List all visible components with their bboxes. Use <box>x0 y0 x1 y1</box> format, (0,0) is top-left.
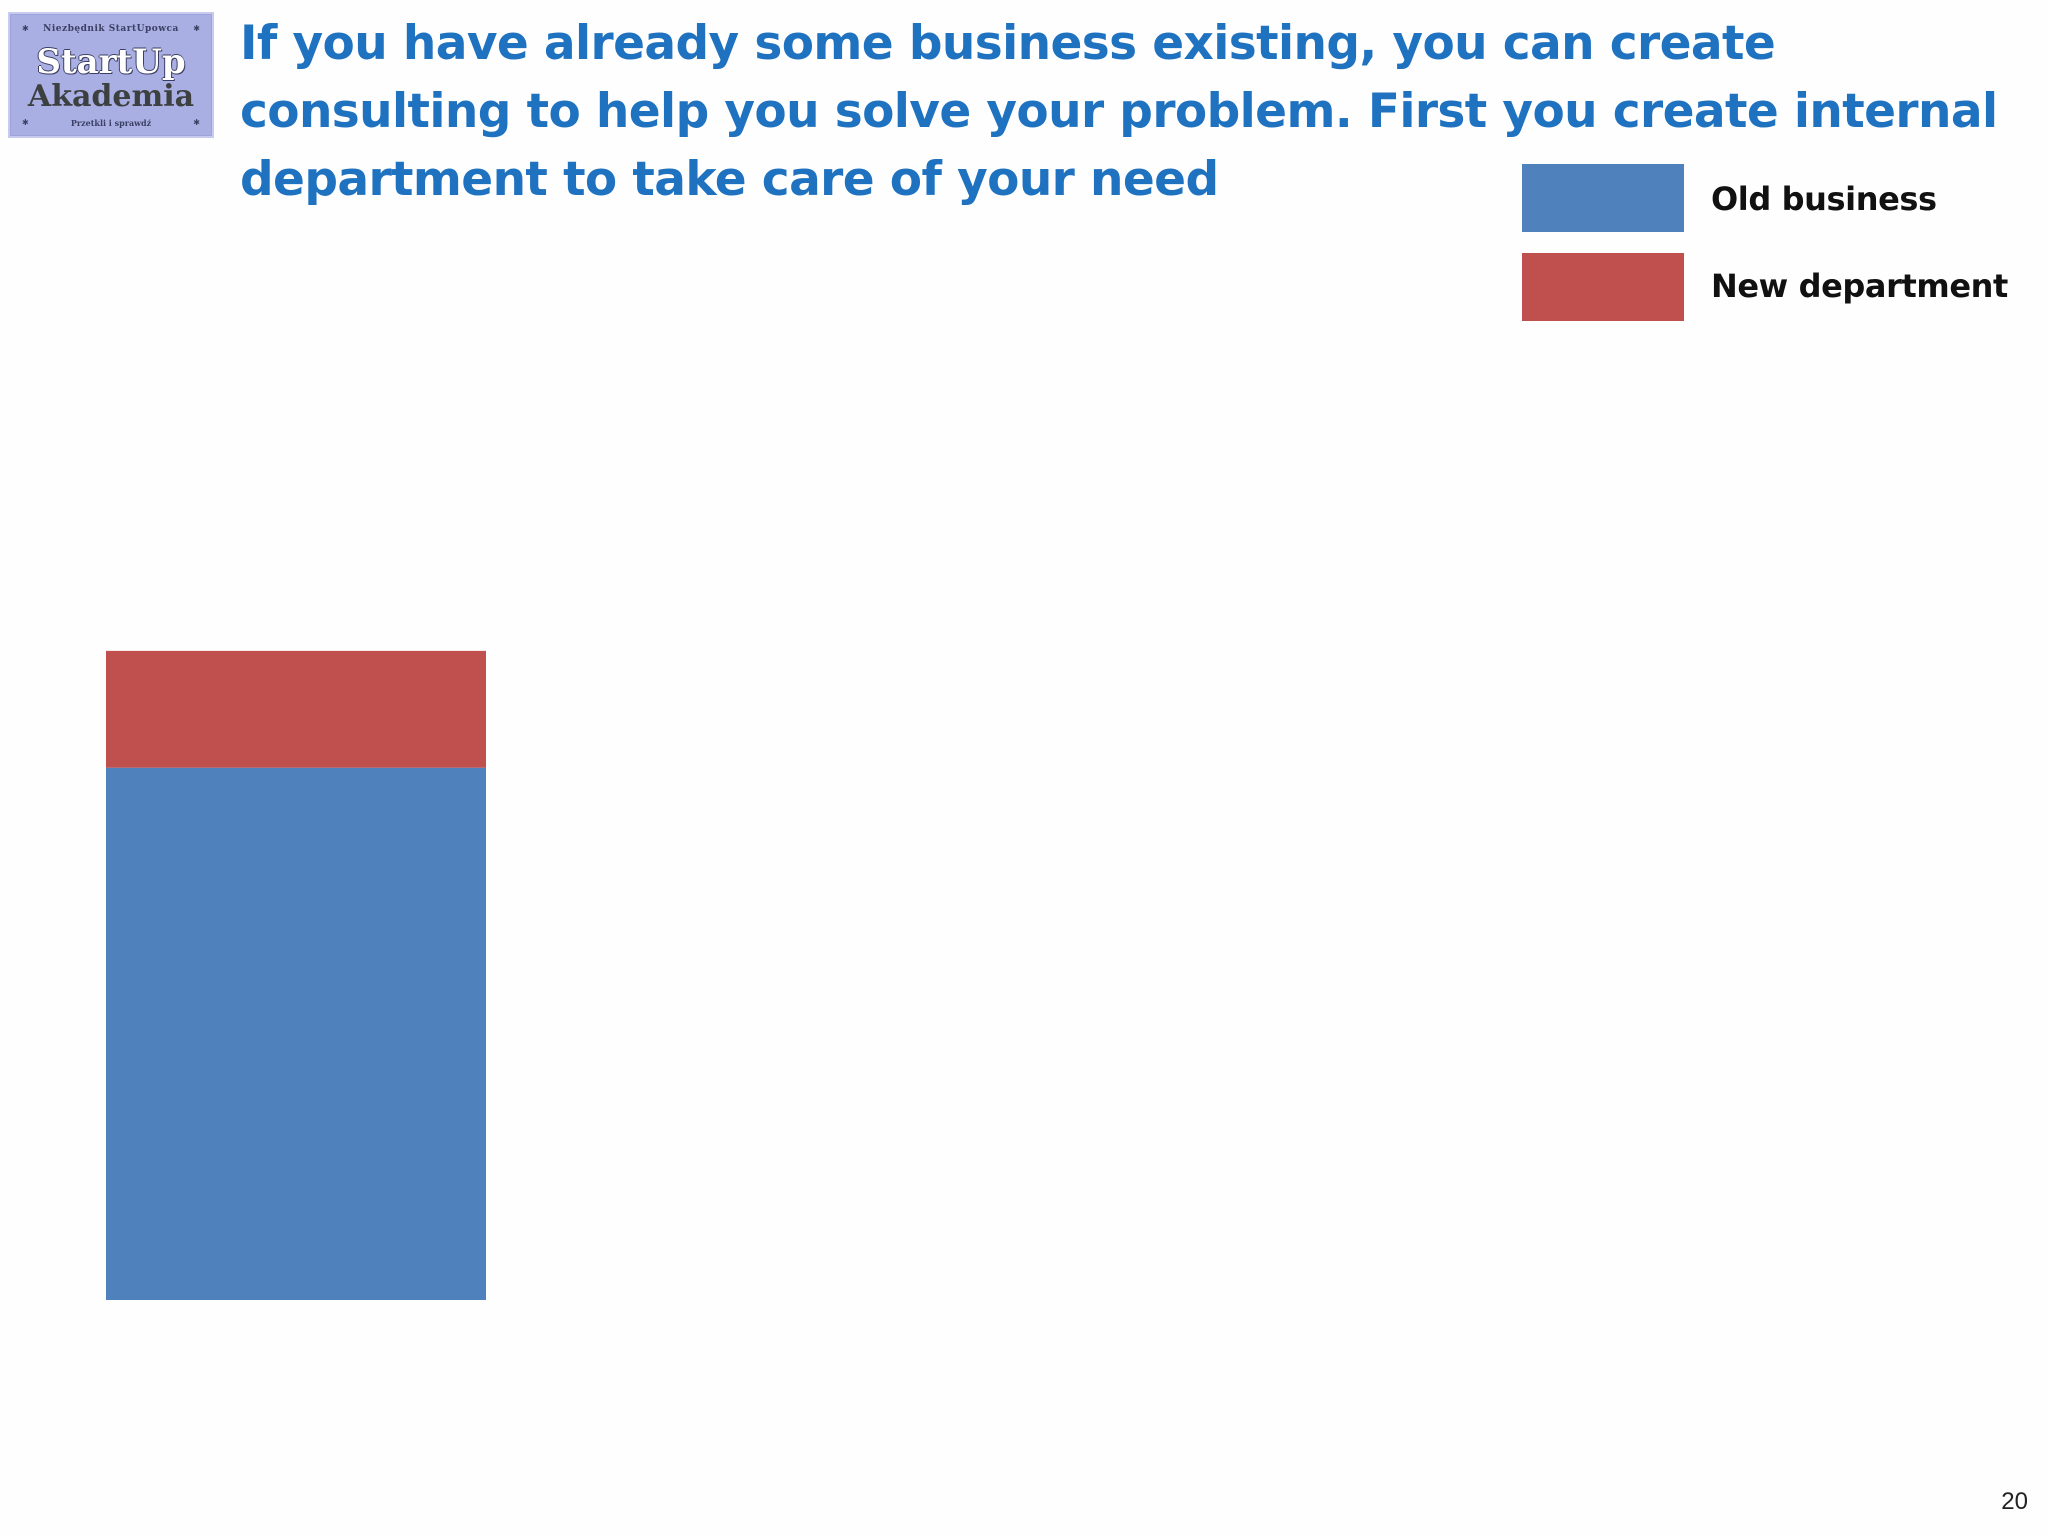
bar-segment-old-business <box>106 768 486 1300</box>
bar-segment-new-department <box>106 651 486 768</box>
page-number: 20 <box>2001 1488 2028 1516</box>
